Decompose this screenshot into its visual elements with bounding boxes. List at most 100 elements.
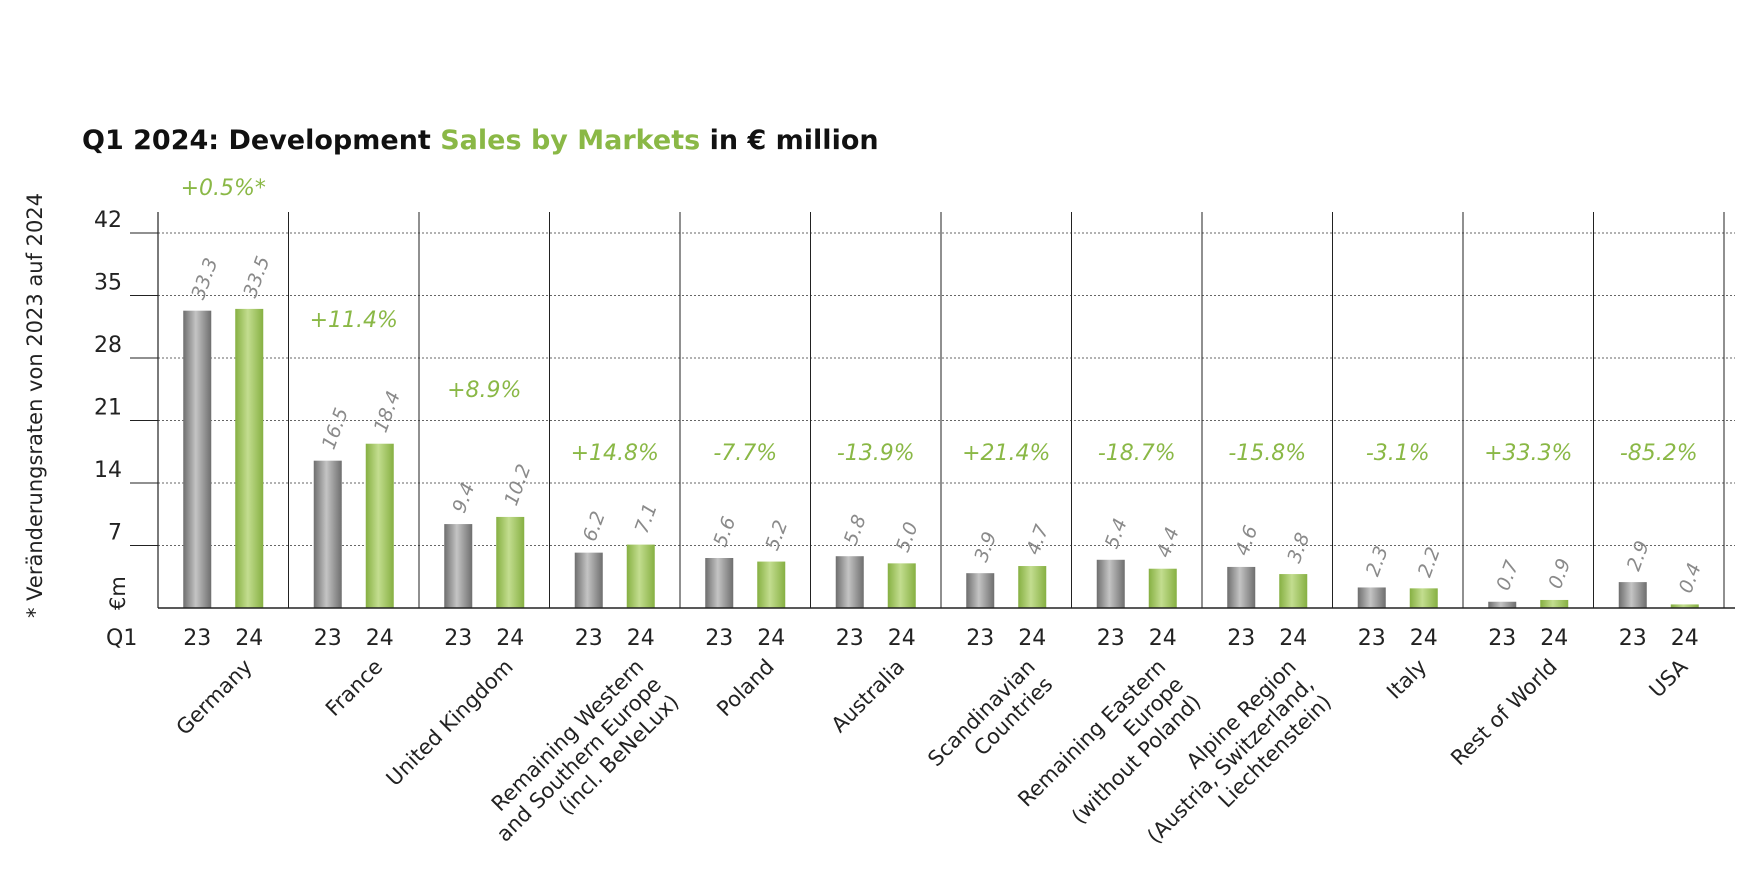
year-label-2023: 23 (1097, 626, 1125, 651)
chart-title: Q1 2024: Development Sales by Markets in… (82, 125, 879, 156)
y-tick-label: 21 (94, 396, 122, 421)
bar-2024 (1148, 568, 1177, 608)
change-label: -15.8% (1228, 441, 1306, 466)
category-label-line: Australia (827, 655, 910, 738)
category-label: Germany (172, 655, 257, 740)
year-label-2024: 24 (1149, 626, 1177, 651)
year-label-2024: 24 (1279, 626, 1307, 651)
change-label: +0.5%* (181, 176, 266, 201)
bar-2024 (1670, 604, 1699, 608)
value-label-2023: 6.2 (579, 508, 610, 544)
year-label-2023: 23 (183, 626, 211, 651)
year-label-2023: 23 (444, 626, 472, 651)
year-label-2023: 23 (1227, 626, 1255, 651)
category-label-line: France (321, 655, 387, 721)
bar-2024 (757, 561, 786, 608)
change-label: -7.7% (713, 441, 777, 466)
value-labels: 33.3 33.5 16.5 18.4 9.4 10.2 6.2 7.1 5.6 5.2 5.8 5.… (187, 253, 1706, 596)
change-label: -85.2% (1620, 441, 1698, 466)
year-label-2023: 23 (1358, 626, 1386, 651)
value-label-2024: 2.2 (1414, 544, 1445, 580)
value-label-2024: 0.9 (1544, 556, 1575, 592)
bar-2024 (887, 563, 916, 608)
bar-2023 (966, 573, 995, 608)
value-label-2024: 18.4 (370, 388, 405, 435)
x-axis: 23 24 23 24 23 24 23 24 23 24 23 24 23 24 23 24 23 24 23 24… (158, 607, 1735, 651)
bar-2023 (1096, 559, 1125, 608)
value-label-2024: 33.5 (239, 253, 274, 300)
year-label-2023: 23 (836, 626, 864, 651)
bar-2024 (496, 516, 525, 608)
year-label-2023: 23 (314, 626, 342, 651)
category-label-line: Rest of World (1446, 655, 1562, 771)
bar-2023 (1488, 601, 1517, 608)
change-label: -3.1% (1366, 441, 1430, 466)
year-label-2024: 24 (235, 626, 263, 651)
bar-2024 (1409, 588, 1438, 608)
bar-2023 (705, 558, 734, 608)
year-label-2024: 24 (627, 626, 655, 651)
bar-2023 (1357, 587, 1386, 608)
change-label: +14.8% (571, 441, 659, 466)
category-separators (157, 212, 1725, 608)
value-label-2024: 4.4 (1153, 525, 1184, 561)
side-note: * Veränderungsraten von 2023 auf 2024 (23, 193, 47, 618)
bar-2023 (574, 552, 603, 608)
year-label-2024: 24 (1018, 626, 1046, 651)
category-label-line: USA (1645, 654, 1693, 702)
year-label-2024: 24 (366, 626, 394, 651)
bar-2024 (626, 544, 655, 608)
bar-2024 (1018, 566, 1047, 608)
bar-2023 (1227, 566, 1256, 608)
value-label-2023: 2.9 (1623, 538, 1654, 574)
bar-2023 (835, 556, 864, 608)
value-label-2023: 5.4 (1101, 516, 1132, 552)
category-label: Poland (712, 655, 779, 722)
year-label-2024: 24 (888, 626, 916, 651)
category-label-line: Italy (1382, 655, 1431, 704)
bars (183, 308, 1699, 608)
value-label-2023: 0.7 (1492, 558, 1523, 594)
category-label-line: United Kingdom (382, 655, 518, 791)
bar-2024 (1279, 574, 1308, 608)
bar-2023 (444, 524, 473, 608)
category-label: France (321, 655, 387, 721)
category-label: USA (1645, 654, 1693, 702)
change-label: +33.3% (1484, 441, 1572, 466)
value-label-2023: 5.6 (709, 514, 740, 550)
title-part-3: in € million (700, 125, 878, 156)
year-label-2023: 23 (1619, 626, 1647, 651)
y-tick-label: 14 (94, 458, 122, 483)
gridlines (130, 232, 1735, 546)
period-label: Q1 (106, 626, 137, 651)
year-label-2023: 23 (575, 626, 603, 651)
bar-2023 (313, 460, 342, 608)
title-part-2: Sales by Markets (440, 125, 700, 156)
category-label: Australia (827, 655, 910, 738)
category-label: United Kingdom (382, 655, 518, 791)
value-label-2024: 10.2 (500, 461, 535, 508)
value-label-2023: 16.5 (318, 405, 353, 452)
bar-2024 (235, 308, 264, 608)
value-label-2024: 5.2 (761, 517, 792, 553)
year-label-2023: 23 (1488, 626, 1516, 651)
value-label-2023: 3.9 (970, 529, 1001, 565)
y-tick-label: 42 (94, 208, 122, 233)
value-label-2023: 9.4 (448, 480, 479, 516)
year-label-2024: 24 (1410, 626, 1438, 651)
value-label-2023: 5.8 (840, 512, 871, 548)
year-label-2024: 24 (757, 626, 785, 651)
category-label-line: Germany (172, 655, 257, 740)
year-label-2023: 23 (966, 626, 994, 651)
change-label: -18.7% (1098, 441, 1176, 466)
change-label: +8.9% (447, 378, 521, 403)
category-label-line: Poland (712, 655, 779, 722)
value-label-2024: 7.1 (631, 500, 662, 536)
title-part-1: Q1 2024: Development (82, 125, 440, 156)
change-labels: +0.5%* +11.4% +8.9% +14.8% -7.7% -13.9% +21.4%… (181, 176, 1698, 466)
year-label-2024: 24 (1540, 626, 1568, 651)
year-label-2024: 24 (496, 626, 524, 651)
